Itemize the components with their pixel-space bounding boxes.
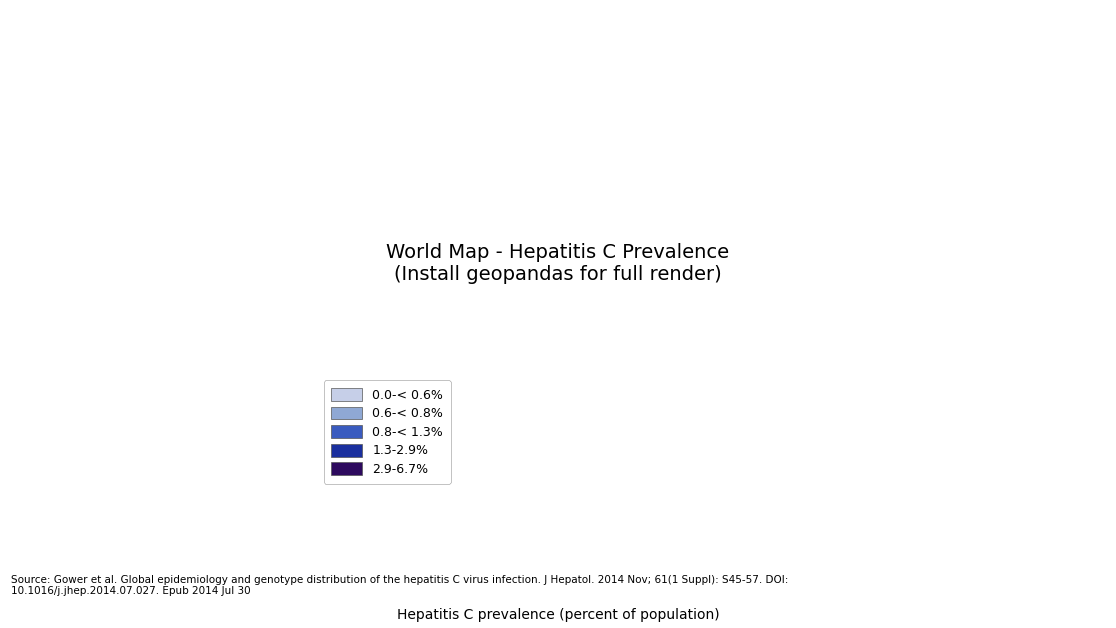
- Legend: 0.0-< 0.6%, 0.6-< 0.8%, 0.8-< 1.3%, 1.3-2.9%, 2.9-6.7%: 0.0-< 0.6%, 0.6-< 0.8%, 0.8-< 1.3%, 1.3-…: [324, 381, 451, 484]
- Text: Source: Gower et al. Global epidemiology and genotype distribution of the hepati: Source: Gower et al. Global epidemiology…: [11, 575, 789, 596]
- Text: Hepatitis C prevalence (percent of population): Hepatitis C prevalence (percent of popul…: [396, 608, 720, 622]
- Text: World Map - Hepatitis C Prevalence
(Install geopandas for full render): World Map - Hepatitis C Prevalence (Inst…: [386, 243, 730, 284]
